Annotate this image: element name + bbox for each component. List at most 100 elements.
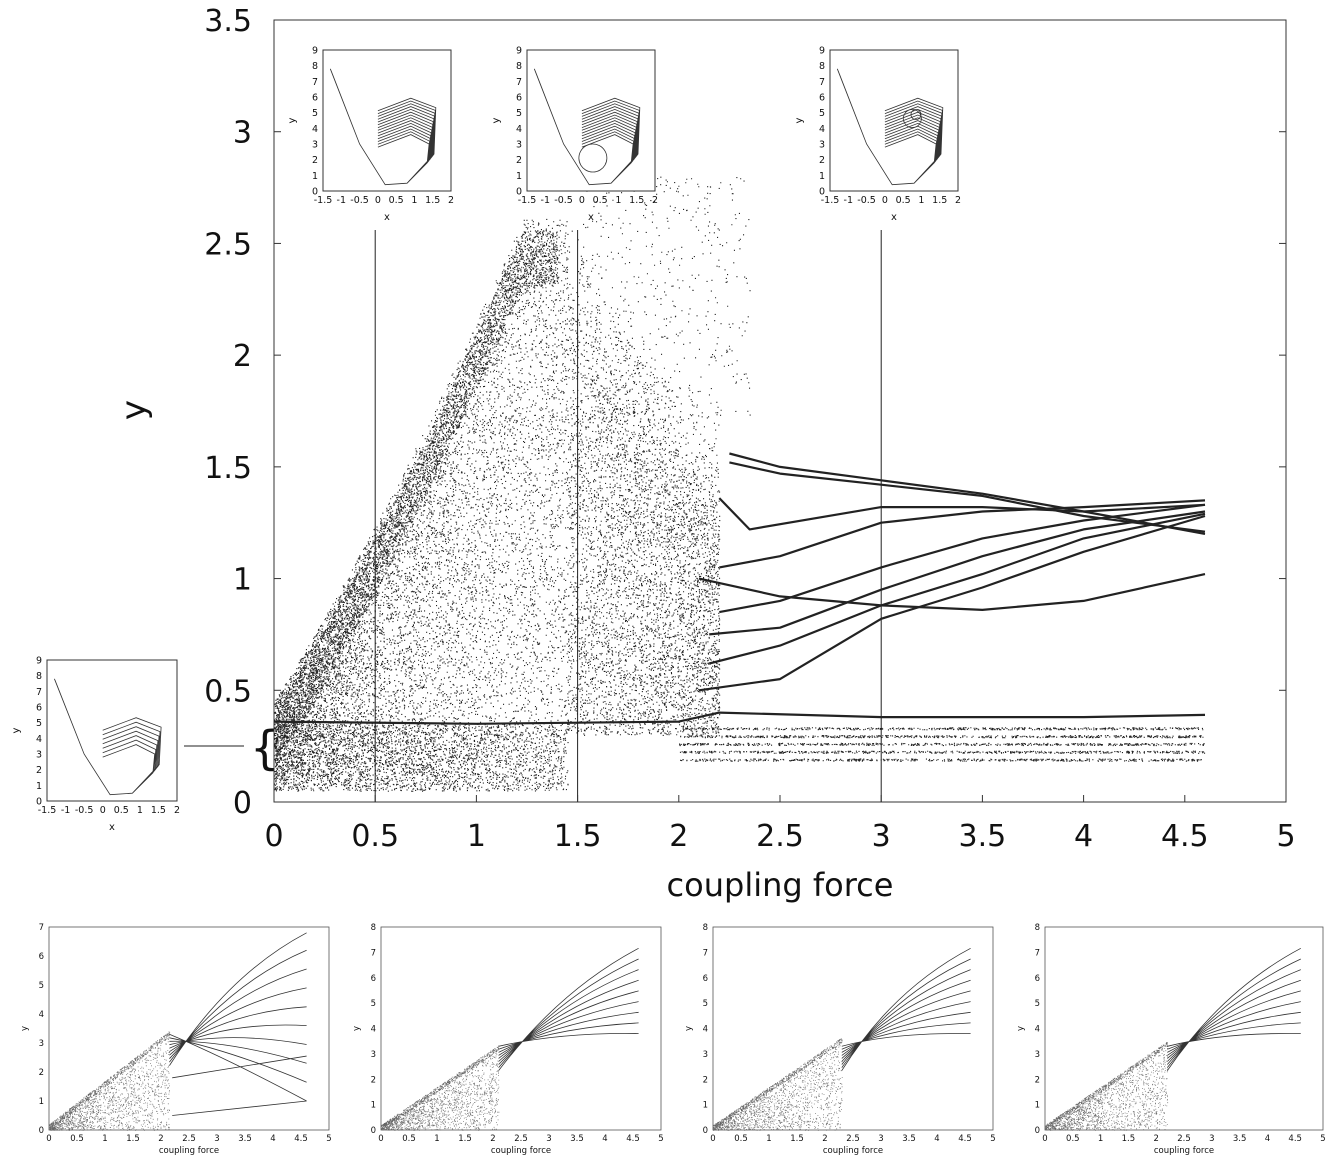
small-scatter-points — [381, 1045, 500, 1131]
small-x-tick-label: 4.5 — [1288, 1134, 1302, 1144]
small-y-tick-label: 4 — [371, 1025, 376, 1035]
small-y-tick-label: 6 — [371, 974, 376, 984]
small-x-tick-label: 4 — [270, 1134, 275, 1144]
small-y-axis-label: y — [352, 1026, 362, 1031]
inset-y-tick-label: 7 — [312, 77, 318, 88]
small-x-tick-label: 3.5 — [570, 1134, 584, 1144]
small-y-tick-label: 4 — [1035, 1025, 1040, 1035]
small-chart: 0 0.5 1 1.5 2 2.5 3 3.5 4 4.5 5 0 1 2 3 4 5 6 7 8 coupling f… — [352, 923, 664, 1156]
main-y-tick-label: 1.5 — [204, 451, 252, 486]
small-x-tick-label: 2.5 — [182, 1134, 196, 1144]
small-x-tick-label: 1.5 — [790, 1134, 804, 1144]
small-x-axis-label: coupling force — [491, 1146, 551, 1156]
inset-x-tick-label: 0.5 — [593, 195, 608, 206]
small-x-tick-label: 2.5 — [1177, 1134, 1191, 1144]
small-y-tick-label: 3 — [39, 1039, 44, 1049]
small-y-tick-label: 5 — [1035, 999, 1040, 1009]
inset-frame — [526, 49, 656, 192]
small-y-tick-label: 4 — [39, 1010, 44, 1020]
inset-y-tick-label: 2 — [36, 765, 42, 776]
small-x-tick-label: 4.5 — [294, 1134, 308, 1144]
inset-y-tick-label: 6 — [36, 703, 42, 714]
inset-y-tick-label: 2 — [516, 155, 522, 166]
inset-trajectory — [54, 678, 162, 796]
small-y-tick-label: 7 — [371, 948, 376, 958]
inset-x-tick-label: -1 — [541, 195, 550, 206]
small-x-tick-label: 5 — [1320, 1134, 1325, 1144]
inset-y-tick-label: 4 — [312, 124, 318, 135]
small-bifurcation-charts: 0 0.5 1 1.5 2 2.5 3 3.5 4 4.5 5 0 1 2 3 4 5 6 7 coupling fo… — [20, 923, 1326, 1156]
inset-frame — [829, 49, 959, 192]
main-x-tick-label: 3.5 — [959, 819, 1007, 854]
small-x-axis-label: coupling force — [1154, 1146, 1214, 1156]
branch-line — [708, 512, 1206, 665]
small-y-axis-label: y — [20, 1026, 30, 1031]
small-y-tick-label: 1 — [1035, 1101, 1040, 1111]
small-y-axis-label: y — [684, 1026, 694, 1031]
inset-x-axis-label: x — [588, 212, 594, 223]
small-x-tick-label: 2 — [490, 1134, 495, 1144]
branch-line — [719, 499, 1206, 569]
inset-x-tick-label: 1.5 — [932, 195, 947, 206]
inset-x-axis-label: x — [109, 822, 115, 833]
small-x-tick-label: 1 — [102, 1134, 107, 1144]
branch-line — [709, 510, 1206, 636]
small-y-tick-label: 4 — [703, 1025, 708, 1035]
inset-y-tick-label: 9 — [819, 46, 825, 57]
main-x-tick-label: 5 — [1276, 819, 1295, 854]
inset-y-tick-label: 4 — [36, 734, 42, 745]
main-y-tick-label: 1 — [233, 563, 252, 598]
small-x-tick-label: 1 — [434, 1134, 439, 1144]
inset-y-tick-label: 8 — [819, 61, 825, 72]
inset-x-tick-label: 0.5 — [389, 195, 404, 206]
small-chart-frame — [1044, 926, 1324, 1131]
inset-y-tick-label: 2 — [819, 155, 825, 166]
inset-x-axis-label: x — [384, 212, 390, 223]
small-y-tick-label: 5 — [371, 999, 376, 1009]
main-y-tick-label: 0.5 — [204, 674, 252, 709]
small-x-tick-label: 3 — [878, 1134, 883, 1144]
small-branch-lines — [169, 932, 307, 1116]
small-y-tick-label: 5 — [703, 999, 708, 1009]
inset-x-tick-label: -1.5 — [314, 195, 333, 206]
inset-y-tick-label: 8 — [36, 671, 42, 682]
inset-x-tick-label: -1 — [844, 195, 853, 206]
small-x-tick-label: 4.5 — [958, 1134, 972, 1144]
inset-trajectory — [836, 68, 944, 186]
inset-x-tick-label: 1.5 — [629, 195, 644, 206]
main-x-tick-label: 0.5 — [351, 819, 399, 854]
inset-y-tick-label: 0 — [516, 187, 522, 198]
inset-y-tick-label: 9 — [516, 46, 522, 57]
small-y-tick-label: 2 — [703, 1075, 708, 1085]
main-x-tick-label: 3 — [872, 819, 891, 854]
phase-inset: -1.5 -1 -0.5 0 0.5 1 1.5 2 0 1 2 3 4 5 6 7 8 9 x y — [491, 46, 658, 224]
small-x-tick-label: 2 — [1153, 1134, 1158, 1144]
small-scatter-points — [713, 1038, 843, 1131]
inset-y-axis-label: y — [11, 727, 22, 733]
small-x-tick-label: 3.5 — [1233, 1134, 1247, 1144]
small-y-tick-label: 7 — [39, 923, 44, 933]
small-y-tick-label: 1 — [703, 1101, 708, 1111]
inset-y-tick-label: 5 — [312, 108, 318, 119]
inset-y-tick-label: 7 — [819, 77, 825, 88]
inset-y-tick-label: 7 — [36, 687, 42, 698]
main-x-tick-label: 1.5 — [554, 819, 602, 854]
branch-line — [718, 497, 1206, 531]
inset-x-tick-label: -1 — [61, 805, 70, 816]
small-x-tick-label: 5 — [658, 1134, 663, 1144]
inset-x-tick-label: 1.5 — [151, 805, 166, 816]
inset-y-tick-label: 0 — [819, 187, 825, 198]
main-x-tick-label: 2.5 — [756, 819, 804, 854]
small-x-tick-label: 1 — [766, 1134, 771, 1144]
small-chart-frame — [712, 926, 994, 1131]
inset-y-tick-label: 3 — [312, 140, 318, 151]
inset-x-tick-label: 1 — [615, 195, 621, 206]
inset-x-tick-label: 2 — [448, 195, 454, 206]
inset-x-tick-label: 0 — [100, 805, 106, 816]
small-y-tick-label: 6 — [703, 974, 708, 984]
small-y-tick-label: 6 — [39, 952, 44, 962]
scatter-points — [274, 176, 1206, 792]
inset-x-tick-label: -0.5 — [350, 195, 369, 206]
small-x-tick-label: 0.5 — [734, 1134, 748, 1144]
small-y-tick-label: 2 — [1035, 1075, 1040, 1085]
